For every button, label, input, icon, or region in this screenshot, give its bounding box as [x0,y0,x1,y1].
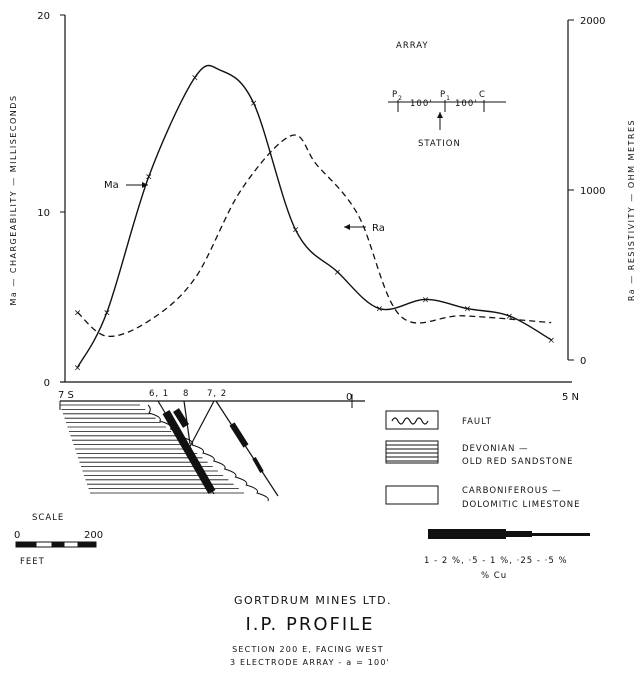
legend-carb-line1: CARBONIFEROUS — [462,486,562,496]
cu-intercept-d [229,422,249,448]
ra-callout-label: Ra [372,223,385,234]
left-axis-label: Ma — CHARGEABILITY — MILLISECONDS [9,94,18,305]
left-tick-label-20: 20 [37,11,50,22]
array-title: ARRAY [396,41,429,51]
station-arrowhead [437,112,443,118]
drill-hole-east [215,400,279,497]
point-marker-ma-11: × [506,312,514,322]
point-marker-ma-1: × [103,308,111,318]
array-spacing-2: 100' [455,99,478,109]
hole-label-8: 8 [183,389,189,399]
point-marker-ma-3: × [191,73,199,83]
array-spacing-1: 100' [410,99,433,109]
legend-devonian-box [385,440,439,464]
legend-fault-symbol [391,417,429,425]
array-c-label: C [479,90,486,100]
scale-label: SCALE [32,513,64,523]
geologic-cross-section [59,401,269,502]
fault-trace [147,404,269,502]
legend-cu-bar [428,529,590,539]
series-ra-line [77,134,552,337]
hole-label-7-2: 7, 2 [207,389,227,399]
station-label-5n: 5 N [562,392,579,403]
hole-label-6-1: 6, 1 [149,389,169,399]
point-marker-ma-5: × [250,99,258,109]
legend-cu-unit: % Cu [481,571,507,581]
left-tick-label-0: 0 [44,378,50,389]
cu-intercept-b [173,408,189,428]
right-tick-label-0: 0 [580,356,586,367]
point-marker-ma-0: × [74,363,82,373]
array-p1-label: P1 [440,90,451,102]
drill-holes [157,400,279,497]
point-marker-ma-6: × [292,226,300,236]
ma-callout-label: Ma [104,180,119,191]
legend: FAULT DEVONIAN — OLD RED SANDSTONE CARBO… [385,410,590,581]
caption-section: SECTION 200 E, FACING WEST [232,645,384,654]
scale-unit: FEET [20,557,45,567]
scale-start: 0 [14,530,20,541]
legend-devonian-line2: OLD RED SANDSTONE [462,457,573,467]
point-marker-ma-9: × [422,295,430,305]
point-marker-ma-10: × [464,305,472,315]
point-marker-ma-12: × [547,336,555,346]
left-tick-label-10: 10 [37,208,50,219]
series-ma-line [76,64,552,368]
ma-callout-arrowhead [142,182,148,188]
caption-array: 3 ELECTRODE ARRAY - a = 100' [230,658,390,667]
point-marker-ma-8: × [376,305,384,315]
series-markers: × × × × × × × × × × × × × [74,73,555,373]
array-p2-label: P2 [392,90,403,102]
legend-carb-line2: DOLOMITIC LIMESTONE [462,500,581,510]
cu-intercept-c [185,447,195,461]
station-label-7s: 7 S [58,390,74,401]
right-tick-label-2000: 2000 [580,16,605,27]
legend-devonian-hatch [386,444,438,462]
scale-bar [15,541,97,548]
caption-company: GORTDRUM MINES LTD. [234,594,392,607]
caption-title: I.P. PROFILE [245,614,374,635]
chart-area [60,14,574,383]
drill-hole-7-2 [185,400,215,455]
right-tick-label-1000: 1000 [580,186,605,197]
array-p2-sub: 2 [398,95,403,102]
cu-intercept-e [252,457,264,473]
array-p1-letter: P [440,90,446,100]
point-marker-ma-7: × [334,268,342,278]
station-label-0: 0 [346,392,352,403]
array-diagram: ARRAY P2 P1 C 100' 100' STATION [388,41,506,149]
legend-devonian-line1: DEVONIAN — [462,444,529,454]
station-label: STATION [418,139,461,149]
array-p2-letter: P [392,90,398,100]
ra-callout-arrowhead [344,224,350,230]
right-axis-label: Ra — RESISTIVITY — OHM METRES [627,119,636,301]
legend-fault-label: FAULT [462,417,492,427]
array-p1-sub: 1 [446,95,451,102]
point-marker-ra-0: × [74,308,82,318]
scale-end: 200 [84,530,103,541]
legend-carboniferous-box [385,485,439,505]
point-marker-ma-2: × [145,172,153,182]
legend-cu-ranges: 1 - 2 %, ·5 - 1 %, ·25 - ·5 % [424,556,568,566]
legend-fault-box [385,410,439,430]
